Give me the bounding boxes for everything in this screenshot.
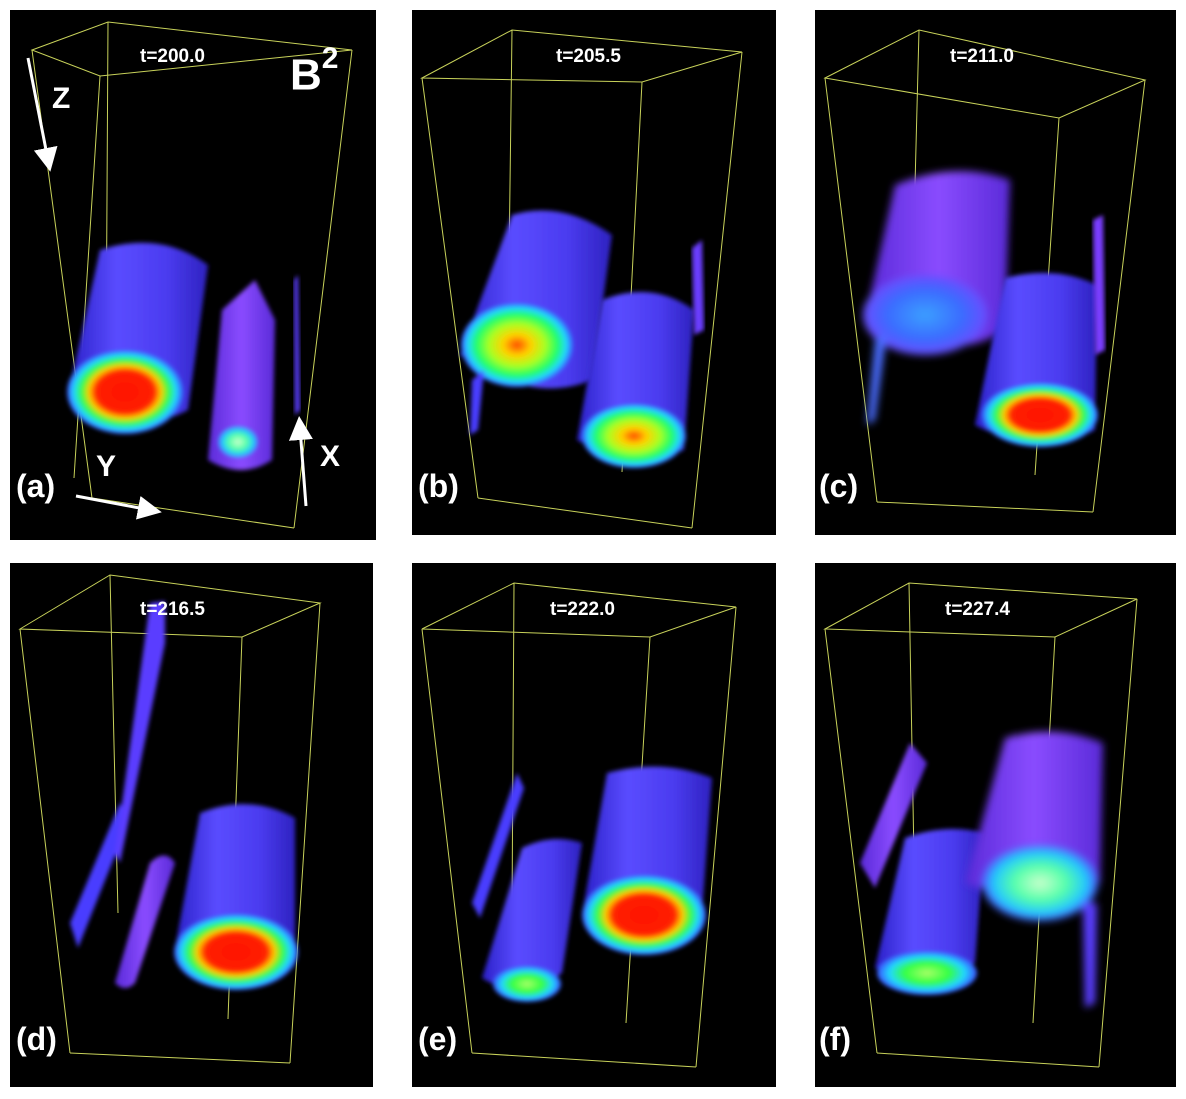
visualization-a	[26, 21, 353, 529]
flux-tube-lower	[875, 829, 985, 995]
y-axis-arrow	[75, 494, 162, 520]
time-label: t=222.0	[550, 599, 615, 620]
panel-label: (d)	[16, 1021, 57, 1057]
bounding-box	[420, 29, 743, 529]
visualization-f	[823, 582, 1138, 1068]
visualization-b	[420, 29, 743, 529]
panel-d: t=216.5 (d)	[10, 563, 373, 1087]
flux-tube-small	[208, 280, 275, 470]
flux-tube-medium	[577, 292, 694, 468]
flux-tube-mid	[115, 855, 175, 988]
flux-tube-large	[67, 242, 208, 434]
visualization-d	[18, 574, 322, 1064]
time-label: t=200.0	[140, 46, 205, 67]
time-label: t=216.5	[140, 599, 205, 620]
flux-tube-upper	[863, 171, 1010, 425]
panel-label: (a)	[16, 468, 56, 504]
quantity-base: B	[290, 50, 322, 100]
panel-a: t=200.0 B2 Z Y X (a)	[10, 10, 376, 540]
x-axis-label: X	[320, 440, 341, 473]
visualization-c	[823, 29, 1147, 513]
panel-b: t=205.5 (b)	[412, 10, 776, 535]
quantity-label: B2	[290, 42, 338, 101]
flux-tube-large	[582, 766, 712, 955]
z-axis-label: Z	[52, 82, 71, 115]
panel-label: (c)	[819, 468, 859, 504]
time-label: t=205.5	[556, 46, 621, 67]
time-label: t=227.4	[945, 599, 1010, 620]
flux-tube-left	[472, 773, 524, 918]
flux-tube-edge	[692, 240, 704, 335]
flux-tube-left	[860, 743, 927, 888]
flux-tube-lower	[482, 839, 582, 1002]
flux-tube-lower	[975, 272, 1098, 447]
bounding-box	[30, 21, 353, 529]
flux-tube-large	[460, 210, 612, 435]
flux-tube-edge	[294, 275, 300, 415]
visualization-e	[421, 582, 737, 1068]
x-axis-arrow	[288, 416, 313, 507]
flux-tube-upper	[965, 731, 1103, 1008]
panel-label: (b)	[418, 468, 459, 504]
bounding-box	[18, 574, 322, 1064]
panel-label: (e)	[418, 1021, 458, 1057]
flux-tube-edge	[1093, 215, 1105, 355]
panel-e: t=222.0 (e)	[412, 563, 776, 1087]
flux-tube-large	[174, 804, 298, 990]
bounding-box	[421, 582, 737, 1068]
flux-tube-left	[70, 601, 165, 948]
panel-f: t=227.4 (f)	[815, 563, 1176, 1087]
panel-label: (f)	[819, 1021, 851, 1057]
z-axis-arrow	[26, 57, 58, 172]
quantity-exponent: 2	[321, 42, 339, 75]
y-axis-label: Y	[96, 450, 117, 483]
time-label: t=211.0	[950, 46, 1014, 67]
panel-c: t=211.0 (c)	[815, 10, 1176, 535]
